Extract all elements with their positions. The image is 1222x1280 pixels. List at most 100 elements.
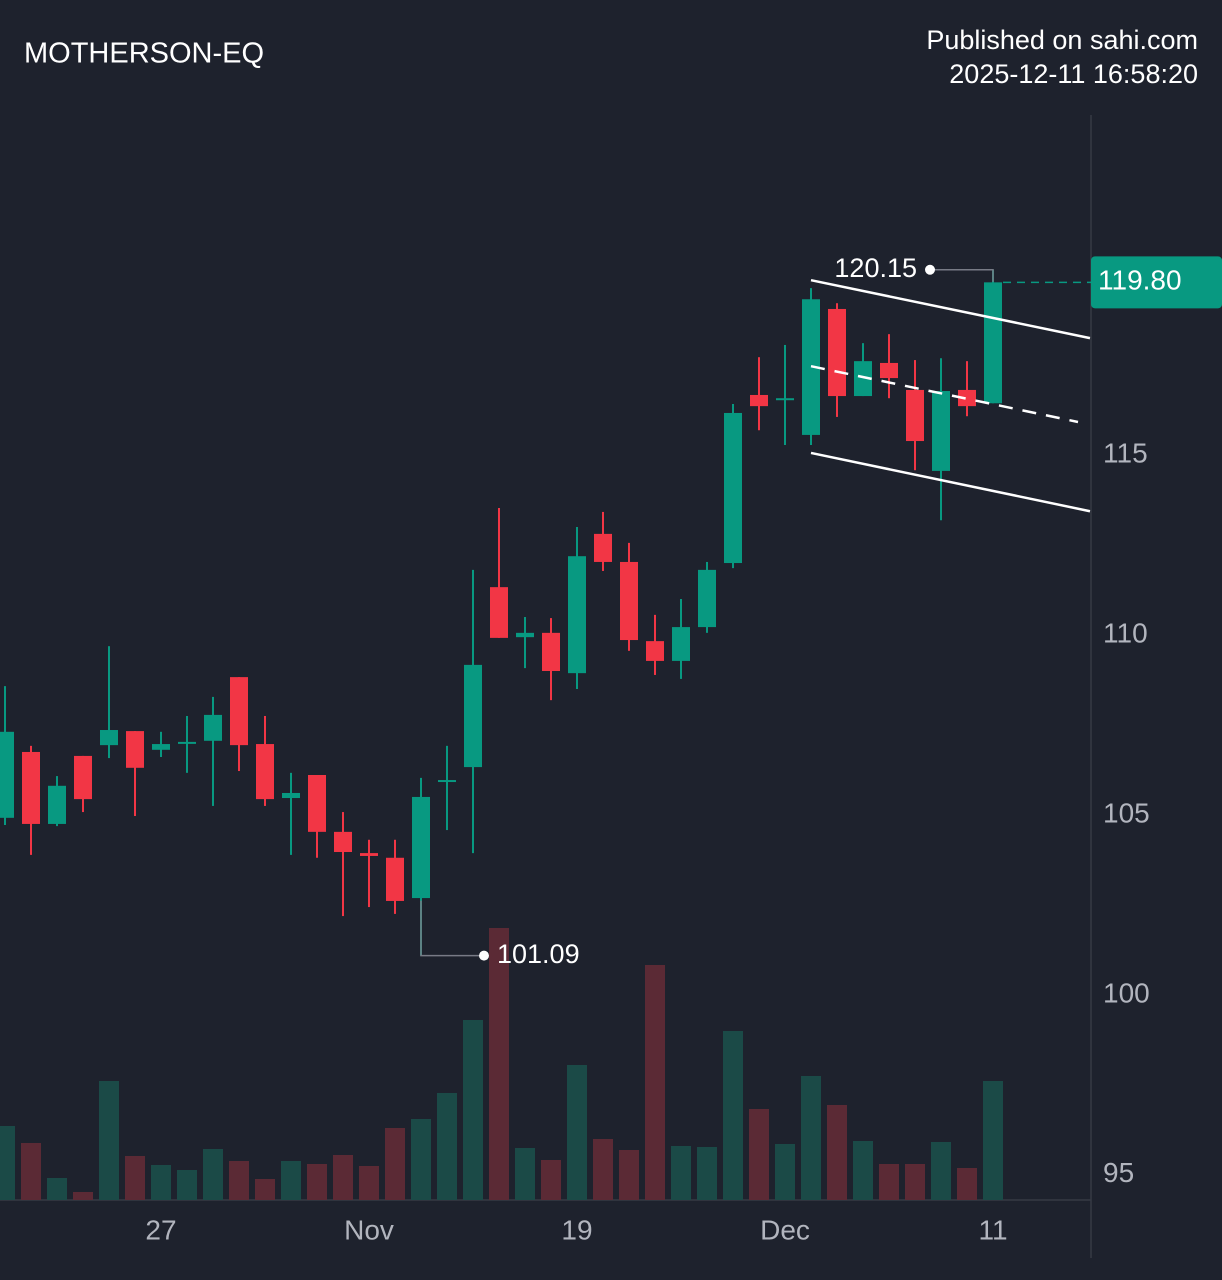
candle-body (308, 774, 326, 832)
volume-bar (905, 1164, 925, 1200)
volume-bar (385, 1128, 405, 1200)
volume-bar (619, 1150, 639, 1200)
y-tick-label: 95 (1103, 1157, 1134, 1188)
candle-body (542, 632, 560, 671)
volume-bar (567, 1065, 587, 1200)
x-tick-label: Dec (760, 1214, 810, 1245)
volume-bar (931, 1142, 951, 1200)
volume-bar (359, 1166, 379, 1200)
candle-body (750, 394, 768, 407)
volume-bar (827, 1105, 847, 1200)
volume-bar (47, 1178, 67, 1200)
candle-body (854, 361, 872, 397)
candle-body (74, 755, 92, 800)
channel-line (810, 364, 1079, 424)
candle-body (984, 282, 1002, 404)
volume-bar (489, 928, 509, 1200)
volume-bar (73, 1192, 93, 1200)
low-marker-line (420, 900, 484, 957)
volume-bar (515, 1148, 535, 1200)
candle-body (334, 831, 352, 853)
chart-title: MOTHERSON-EQ (24, 38, 264, 70)
candle-body (932, 391, 950, 471)
candle-body (490, 587, 508, 638)
volume-bar (99, 1081, 119, 1200)
candle-body (100, 730, 118, 746)
candle-body (178, 741, 196, 744)
y-tick-label: 100 (1103, 977, 1150, 1008)
candle-body (22, 751, 40, 824)
candle-body (464, 664, 482, 768)
candle-body (386, 857, 404, 901)
candle-body (646, 641, 664, 661)
candle-body (620, 561, 638, 641)
low-marker-dot (479, 950, 489, 961)
candle-body (152, 744, 170, 750)
volume-bar (541, 1160, 561, 1200)
channel-line (810, 278, 1091, 340)
high-marker-dot (925, 264, 935, 275)
candle-body (724, 412, 742, 564)
candle-body (958, 389, 976, 407)
volume-bar (0, 1126, 15, 1200)
y-tick-label: 115 (1103, 437, 1148, 468)
low-label: 101.09 (497, 939, 580, 969)
volume-bar (411, 1119, 431, 1200)
high-label: 120.15 (834, 253, 917, 283)
candle-body (568, 556, 586, 674)
volume-bar (281, 1161, 301, 1200)
candle-body (282, 792, 300, 799)
x-tick-label: 19 (561, 1214, 592, 1245)
volume-bar (749, 1109, 769, 1200)
last-price-box (1091, 256, 1222, 309)
volume-bar (671, 1146, 691, 1200)
volume-bar (645, 965, 665, 1200)
volume-bar (801, 1076, 821, 1200)
candle-body (698, 569, 716, 628)
candle-body (594, 533, 612, 562)
candle-body (126, 731, 144, 768)
volume-bar (723, 1031, 743, 1200)
channel-line (810, 451, 1091, 513)
volume-bar (333, 1155, 353, 1200)
volume-bar (437, 1093, 457, 1200)
candle-body (204, 714, 222, 741)
candle-body (48, 785, 66, 824)
volume-bar (957, 1168, 977, 1200)
publisher: Published on sahi.com (926, 25, 1198, 55)
timestamp: 2025-12-11 16:58:20 (949, 59, 1198, 89)
volume-bar (879, 1164, 899, 1200)
candle-body (412, 796, 430, 899)
candle-body (438, 780, 456, 783)
volume-bar (853, 1141, 873, 1200)
last-price-label: 119.80 (1098, 265, 1182, 296)
candle-body (906, 389, 924, 442)
volume-bar (203, 1149, 223, 1200)
volume-bar (21, 1143, 41, 1200)
candle-body (776, 398, 794, 401)
volume-bar (697, 1147, 717, 1200)
x-tick-label: Nov (344, 1214, 394, 1245)
candle-body (256, 744, 274, 800)
volume-bar (307, 1164, 327, 1200)
volume-bar (125, 1156, 145, 1200)
volume-bar (463, 1020, 483, 1200)
volume-bar (177, 1170, 197, 1200)
volume-bar (775, 1144, 795, 1200)
candle-body (516, 632, 534, 638)
candle-body (880, 362, 898, 379)
candle-body (672, 627, 690, 661)
candle-body (360, 853, 378, 856)
candle-body (828, 308, 846, 397)
y-tick-label: 105 (1103, 797, 1150, 828)
x-tick-label: 11 (978, 1214, 1007, 1245)
candle-body (230, 677, 248, 746)
x-tick-label: 27 (145, 1214, 176, 1245)
y-tick-label: 110 (1103, 617, 1148, 648)
volume-bar (255, 1179, 275, 1200)
volume-bar (593, 1139, 613, 1200)
candle-body (0, 731, 14, 818)
volume-bar (229, 1161, 249, 1200)
